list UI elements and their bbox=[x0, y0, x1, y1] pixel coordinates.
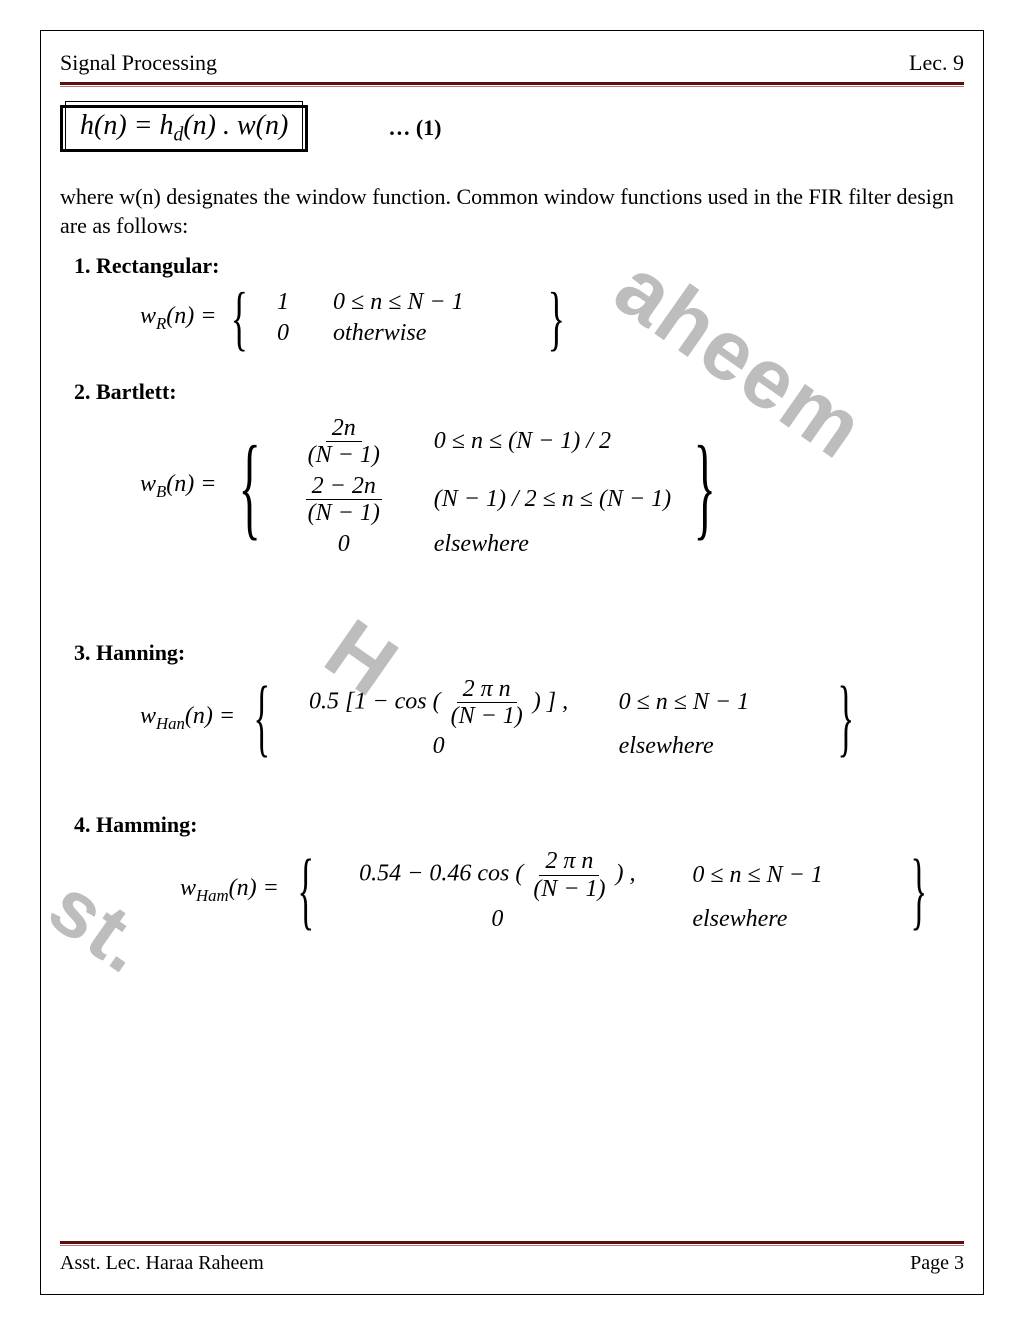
hamm-r1-num: 2 π n bbox=[539, 848, 599, 875]
intro-paragraph: where w(n) designates the window functio… bbox=[60, 182, 964, 241]
hanning-formula: wHan(n) = { 0.5 [1 − cos ( 2 π n(N − 1)) … bbox=[140, 674, 964, 763]
brace-left-icon: { bbox=[297, 865, 314, 917]
bart-r1-num: 2n bbox=[326, 415, 362, 442]
eq-text-2: (n) . w(n) bbox=[183, 110, 288, 141]
footer-author: Asst. Lec. Haraa Raheem bbox=[60, 1252, 264, 1275]
rect-r1-cond: 0 ≤ n ≤ N − 1 bbox=[333, 289, 533, 316]
footer-rule-dark bbox=[60, 1241, 964, 1244]
hamm-r1-post: ) , bbox=[616, 861, 636, 887]
bart-r2-num: 2 − 2n bbox=[306, 473, 382, 500]
brace-right-icon: } bbox=[694, 452, 716, 521]
bart-r3-cond: elsewhere bbox=[434, 531, 634, 558]
section-bartlett-title: 2. Bartlett: bbox=[74, 379, 964, 405]
hamm-r1-den: (N − 1) bbox=[527, 876, 611, 902]
hamm-r2-val: 0 bbox=[332, 906, 662, 933]
hann-r1-pre: 0.5 [1 − cos ( bbox=[309, 688, 441, 714]
brace-right-icon: } bbox=[911, 865, 928, 917]
hamm-r1-pre: 0.54 − 0.46 cos ( bbox=[359, 861, 523, 887]
brace-left-icon: { bbox=[239, 452, 261, 521]
bart-lhs-sub: B bbox=[156, 482, 166, 501]
hamm-r1-cond: 0 ≤ n ≤ N − 1 bbox=[692, 862, 892, 889]
hamm-lhs-arg: (n) = bbox=[229, 875, 279, 901]
equation-box: h(n) = hd(n) . w(n) bbox=[60, 105, 308, 152]
brace-left-icon: { bbox=[254, 692, 271, 744]
rectangular-formula: wR(n) = { 1 0 ≤ n ≤ N − 1 0 otherwise } bbox=[140, 287, 964, 349]
equation-number: … (1) bbox=[388, 115, 441, 141]
hann-lhs-arg: (n) = bbox=[185, 703, 235, 729]
hann-r1-cond: 0 ≤ n ≤ N − 1 bbox=[619, 689, 819, 716]
hann-r1-den: (N − 1) bbox=[445, 703, 529, 729]
hamming-formula: wHam(n) = { 0.54 − 0.46 cos ( 2 π n(N − 1… bbox=[180, 846, 964, 935]
brace-left-icon: { bbox=[231, 293, 248, 343]
footer-page: Page 3 bbox=[910, 1252, 964, 1275]
bart-r3-val: 0 bbox=[284, 531, 404, 558]
hann-r1-post: ) ] , bbox=[533, 688, 568, 714]
footer: Asst. Lec. Haraa Raheem Page 3 bbox=[60, 1239, 964, 1275]
rect-r1-val: 1 bbox=[263, 289, 303, 316]
main-equation-row: h(n) = hd(n) . w(n) … (1) bbox=[60, 105, 964, 152]
lecture-number: Lec. 9 bbox=[909, 50, 964, 76]
eq-sub: d bbox=[174, 125, 184, 146]
rect-r2-cond: otherwise bbox=[333, 320, 533, 347]
section-hanning-title: 3. Hanning: bbox=[74, 640, 964, 666]
brace-right-icon: } bbox=[837, 692, 854, 744]
equation-box-inner: h(n) = hd(n) . w(n) bbox=[65, 101, 303, 150]
hamm-lhs-sub: Ham bbox=[196, 886, 229, 905]
eq-text-1: h(n) = h bbox=[80, 110, 174, 141]
header-rule-dark bbox=[60, 82, 964, 85]
bart-r1-den: (N − 1) bbox=[302, 442, 386, 468]
rect-lhs-sub: R bbox=[156, 313, 166, 332]
bart-r2-den: (N − 1) bbox=[302, 500, 386, 526]
bart-r2-cond: (N − 1) / 2 ≤ n ≤ (N − 1) bbox=[434, 486, 671, 513]
hann-r1-num: 2 π n bbox=[457, 676, 517, 703]
rect-r2-val: 0 bbox=[263, 320, 303, 347]
hann-r2-cond: elsewhere bbox=[619, 733, 819, 760]
course-title: Signal Processing bbox=[60, 50, 217, 76]
hann-lhs-sym: w bbox=[140, 703, 156, 729]
rect-lhs-sym: w bbox=[140, 303, 156, 329]
page-content: Signal Processing Lec. 9 h(n) = hd(n) . … bbox=[60, 50, 964, 1275]
bart-lhs-arg: (n) = bbox=[166, 471, 216, 497]
hann-r2-val: 0 bbox=[289, 733, 589, 760]
hamm-lhs-sym: w bbox=[180, 875, 196, 901]
hamm-r2-cond: elsewhere bbox=[692, 906, 892, 933]
bart-lhs-sym: w bbox=[140, 471, 156, 497]
bartlett-formula: wB(n) = { 2n(N − 1) 0 ≤ n ≤ (N − 1) / 2 … bbox=[140, 413, 964, 560]
header-rule-thin bbox=[60, 86, 964, 87]
bart-r1-cond: 0 ≤ n ≤ (N − 1) / 2 bbox=[434, 428, 634, 455]
section-rectangular-title: 1. Rectangular: bbox=[74, 253, 964, 279]
header-row: Signal Processing Lec. 9 bbox=[60, 50, 964, 80]
rect-lhs-arg: (n) = bbox=[166, 303, 216, 329]
section-hamming-title: 4. Hamming: bbox=[74, 812, 964, 838]
brace-right-icon: } bbox=[548, 293, 565, 343]
hann-lhs-sub: Han bbox=[156, 713, 185, 732]
